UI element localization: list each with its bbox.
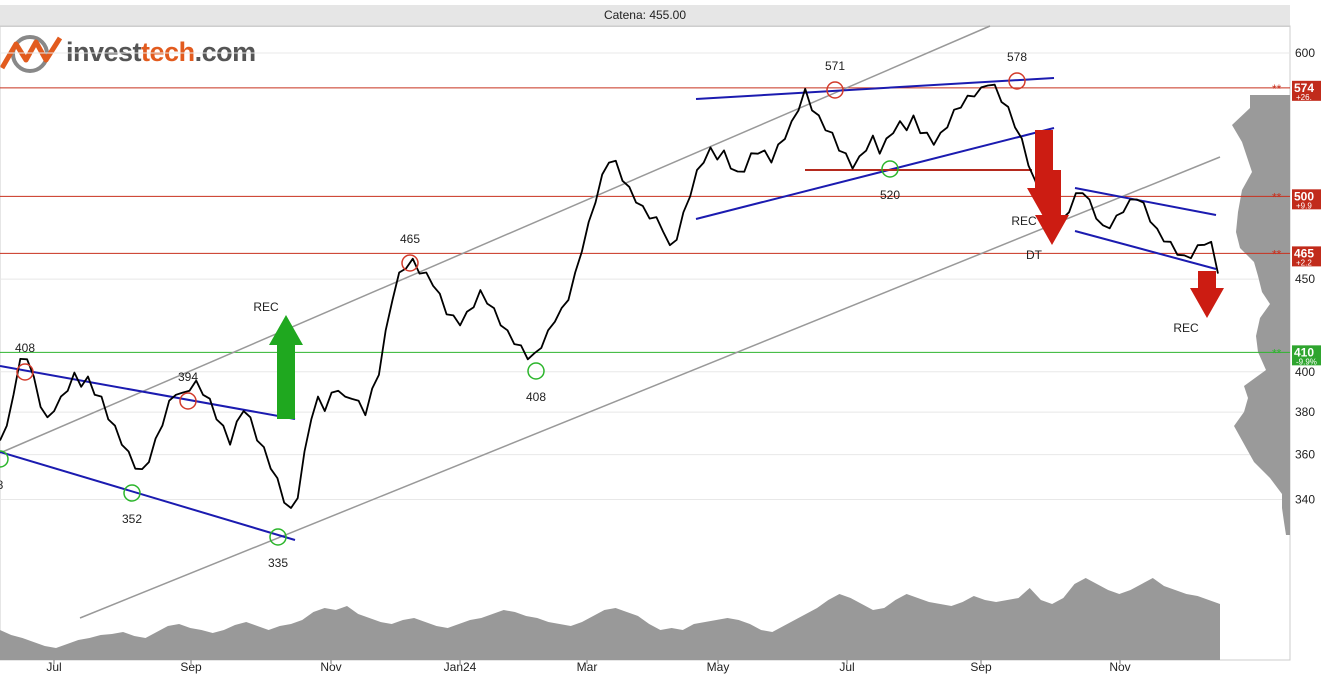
- y-tick-label: 400: [1295, 365, 1315, 379]
- signal-label: DT: [1026, 248, 1043, 262]
- level-label-box: [1292, 80, 1321, 101]
- level-label-465: 465+2.2: [1292, 246, 1321, 267]
- x-tick-label: May: [707, 660, 730, 674]
- trough-label: 352: [122, 512, 142, 526]
- channel-upper-line: [0, 25, 991, 454]
- trough-label: 408: [526, 390, 546, 404]
- peak-label: 465: [400, 232, 420, 246]
- level-change: +2.2: [1296, 258, 1312, 267]
- level-change: +9.9: [1296, 201, 1312, 210]
- level-value: 465: [1294, 246, 1314, 260]
- x-tick-label: Jul: [46, 660, 61, 674]
- level-label-box: [1292, 246, 1321, 267]
- peak-label: 394: [178, 370, 198, 384]
- trough-marker: [527, 362, 545, 380]
- level-change: -9.9%: [1296, 357, 1317, 366]
- trough-label: 335: [268, 556, 288, 570]
- level-label-410: 410-9.9%: [1292, 345, 1321, 366]
- plot-frame: [0, 25, 1291, 661]
- x-tick-label: Sep: [970, 660, 992, 674]
- trough-marker: [0, 450, 9, 468]
- signal-label: REC: [1173, 321, 1199, 335]
- volume-area: [0, 578, 1220, 660]
- x-tick-label: Nov: [320, 660, 341, 674]
- level-marker: **: [1272, 247, 1282, 261]
- falling-trend-upper-2: [1074, 187, 1217, 216]
- rising-trend-upper: [695, 77, 1055, 100]
- x-tick-label: Jan24: [444, 660, 477, 674]
- peak-label: 408: [15, 341, 35, 355]
- trough-label: 8: [0, 478, 4, 492]
- y-tick-label: 360: [1295, 448, 1315, 462]
- level-label-500: 500+9.9: [1292, 189, 1321, 210]
- buy-signal-arrow: [269, 315, 303, 419]
- level-marker: **: [1272, 346, 1282, 360]
- level-marker: **: [1272, 82, 1282, 96]
- level-value: 410: [1294, 345, 1314, 359]
- peak-marker: [401, 254, 419, 272]
- peak-marker: [826, 81, 844, 99]
- chart-title: Catena: 455.00: [603, 8, 687, 22]
- volume-profile: [1232, 95, 1290, 535]
- x-tick-label: Nov: [1109, 660, 1130, 674]
- y-tick-label: 600: [1295, 46, 1315, 60]
- level-label-box: [1292, 345, 1321, 366]
- falling-trend-upper: [0, 365, 296, 420]
- falling-trend-lower-2: [1074, 230, 1217, 270]
- falling-trend-lower: [0, 451, 296, 541]
- x-tick-label: Sep: [180, 660, 202, 674]
- logo-text: investtech.com: [66, 36, 256, 67]
- rising-trend-lower: [695, 127, 1055, 220]
- peak-label: 578: [1007, 50, 1027, 64]
- price-line: [0, 83, 1219, 509]
- signal-label: REC: [253, 300, 279, 314]
- trough-marker: [123, 484, 141, 502]
- peak-marker: [16, 363, 34, 381]
- level-value: 574: [1294, 81, 1314, 95]
- y-tick-label: 380: [1295, 405, 1315, 419]
- trough-label: 520: [880, 188, 900, 202]
- x-tick-label: Mar: [577, 660, 598, 674]
- peak-label: 571: [825, 59, 845, 73]
- y-tick-label: 340: [1295, 493, 1315, 507]
- x-tick-label: Jul: [839, 660, 854, 674]
- peak-marker: [179, 392, 197, 410]
- trough-marker: [269, 528, 287, 546]
- sell-signal-arrow: [1035, 170, 1069, 245]
- level-marker: **: [1272, 190, 1282, 204]
- y-tick-label: 450: [1295, 272, 1315, 286]
- trough-marker: [881, 160, 899, 178]
- level-label-box: [1292, 189, 1321, 210]
- investtech-logo: investtech.com: [0, 28, 256, 76]
- logo-icon: [0, 35, 62, 73]
- level-change: +26.: [1296, 93, 1312, 102]
- channel-lower-line: [79, 156, 1221, 619]
- signal-label: REC: [1011, 214, 1037, 228]
- level-value: 500: [1294, 189, 1314, 203]
- sell-signal-arrow: [1190, 271, 1224, 318]
- level-label-574: 574+26.: [1292, 80, 1321, 102]
- peak-marker: [1008, 72, 1026, 90]
